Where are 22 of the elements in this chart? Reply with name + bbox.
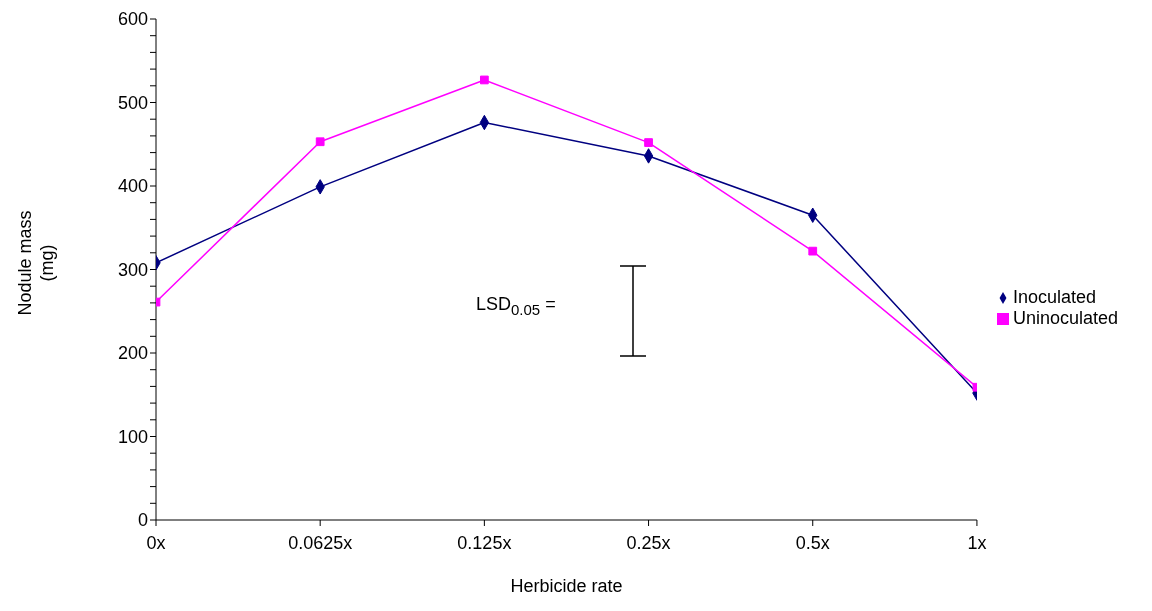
- x-tick-label: 0.5x: [795, 532, 830, 553]
- point: [808, 246, 818, 256]
- x-tick-label: 1x: [967, 532, 987, 553]
- legend-label: Uninoculated: [1012, 308, 1118, 328]
- point: [480, 75, 489, 85]
- y-tick-label: 600: [117, 9, 148, 30]
- x-tick-label: 0.125x: [457, 532, 512, 553]
- y-axis-title: Nodule mass (mg): [14, 209, 58, 318]
- y-tick-label: 0: [137, 510, 148, 531]
- legend-label: Inoculated: [1012, 287, 1096, 307]
- annotation: LSD$_{0.05}$ =: [476, 294, 556, 318]
- x-tick-label: 0x: [146, 532, 166, 553]
- point: [644, 138, 653, 147]
- y-tick-label: 100: [117, 426, 148, 447]
- y-tick-label: 500: [117, 92, 148, 113]
- x-axis-title: Herbicide rate: [510, 576, 623, 596]
- x-tick-label: 0.25x: [626, 532, 671, 553]
- x-tick-label: 0.0625x: [288, 532, 353, 553]
- y-tick-label: 400: [117, 176, 148, 197]
- point: [315, 137, 325, 147]
- y-tick-label: 300: [117, 259, 148, 280]
- y-tick-label: 200: [117, 343, 148, 364]
